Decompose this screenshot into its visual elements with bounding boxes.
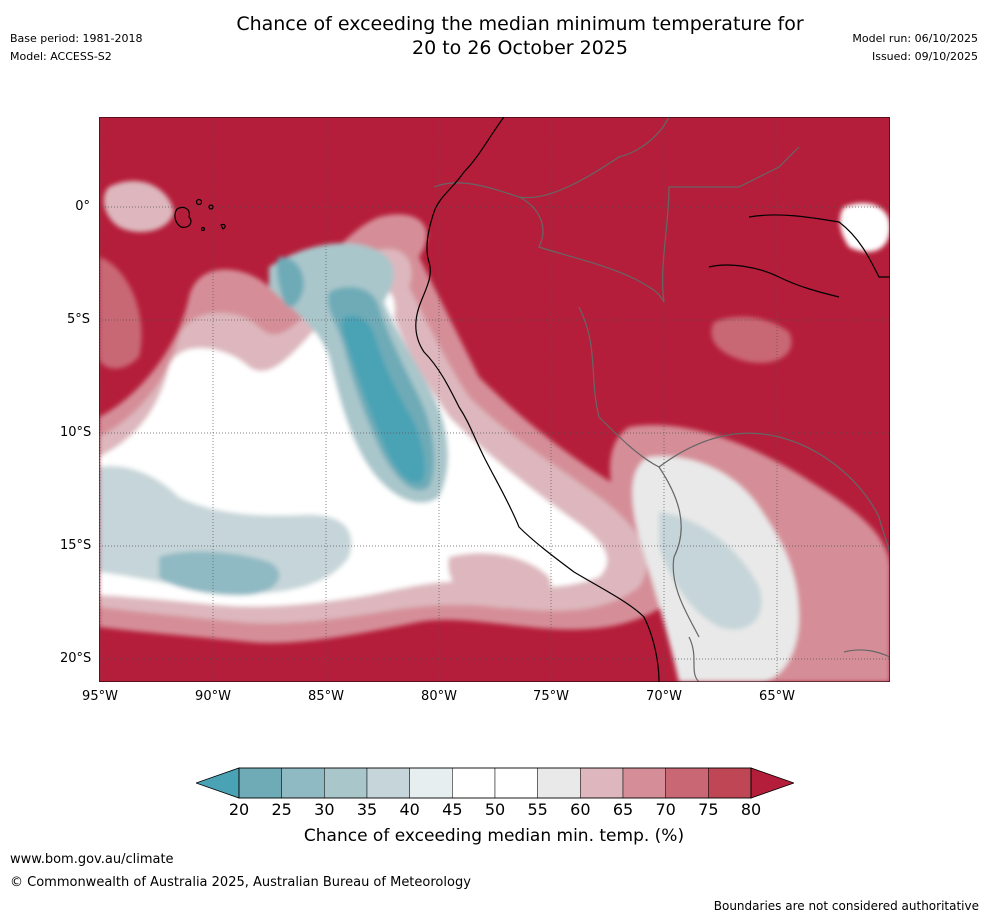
colorbar-cell	[665, 767, 709, 799]
lat-label-15s: 15°S	[60, 538, 92, 553]
colorbar-cell	[580, 767, 624, 799]
coastline	[415, 117, 890, 682]
disclaimer-text: Boundaries are not considered authoritat…	[713, 899, 979, 913]
colorbar-extend-high	[750, 767, 794, 799]
colorbar-tick-label: 30	[314, 800, 335, 819]
lon-label-90w: 90°W	[195, 689, 231, 704]
lon-label-65w: 65°W	[759, 689, 795, 704]
colorbar-cell	[537, 767, 581, 799]
colorbar-tick-label: 50	[484, 800, 506, 819]
galapagos-islands	[174, 198, 226, 232]
title-line-2: 20 to 26 October 2025	[412, 37, 628, 59]
title-line-1: Chance of exceeding the median minimum t…	[236, 13, 804, 35]
colorbar-tick-label: 45	[442, 800, 463, 819]
colorbar-label: Chance of exceeding median min. temp. (%…	[303, 826, 685, 846]
colorbar-cell	[409, 767, 453, 799]
map-frame	[99, 117, 890, 682]
meta-left: Base period: 1981-2018 Model: ACCESS-S2	[10, 32, 142, 64]
colorbar-cell	[324, 767, 368, 799]
colorbar-tick-label: 75	[698, 800, 719, 819]
model-text: Model: ACCESS-S2	[10, 50, 112, 63]
colorbar-tick-label: 70	[655, 800, 676, 819]
lon-label-95w: 95°W	[82, 689, 118, 704]
map-title: Chance of exceeding the median minimum t…	[0, 12, 988, 60]
colorbar-cell	[238, 767, 282, 799]
colorbar-cell	[366, 767, 410, 799]
base-period-text: Base period: 1981-2018	[10, 32, 143, 45]
colorbar	[196, 767, 794, 799]
lon-label-70w: 70°W	[646, 689, 682, 704]
colorbar-extend-low	[196, 767, 240, 799]
colorbar-tick-label: 65	[612, 800, 634, 819]
probability-shading	[99, 181, 890, 682]
colorbar-cell	[281, 767, 325, 799]
model-run-text: Model run: 06/10/2025	[852, 32, 978, 45]
lat-label-0: 0°	[75, 199, 90, 214]
colorbar-cell	[494, 767, 538, 799]
colorbar-tick-label: 55	[527, 800, 548, 819]
colorbar-cell	[622, 767, 666, 799]
lon-label-85w: 85°W	[308, 689, 344, 704]
colorbar-tick-label: 40	[399, 800, 420, 819]
probability-map	[99, 117, 890, 682]
country-borders	[433, 117, 890, 682]
graticule	[99, 117, 890, 682]
lat-label-20s: 20°S	[60, 651, 92, 666]
colorbar-tick-label: 35	[356, 800, 378, 819]
lat-label-5s: 5°S	[66, 312, 90, 327]
colorbar-tick-label: 20	[228, 800, 250, 819]
lon-label-75w: 75°W	[533, 689, 569, 704]
colorbar-cell	[452, 767, 496, 799]
meta-right: Model run: 06/10/2025 Issued: 09/10/2025	[852, 32, 978, 64]
lon-label-80w: 80°W	[421, 689, 457, 704]
colorbar-tick-label: 80	[740, 800, 762, 819]
copyright-text: © Commonwealth of Australia 2025, Austra…	[10, 875, 471, 890]
colorbar-tick-label: 25	[271, 800, 292, 819]
website-text: www.bom.gov.au/climate	[10, 852, 174, 867]
colorbar-cell	[708, 767, 752, 799]
lat-label-10s: 10°S	[60, 425, 92, 440]
issued-text: Issued: 09/10/2025	[871, 50, 978, 63]
colorbar-tick-label: 60	[570, 800, 591, 819]
